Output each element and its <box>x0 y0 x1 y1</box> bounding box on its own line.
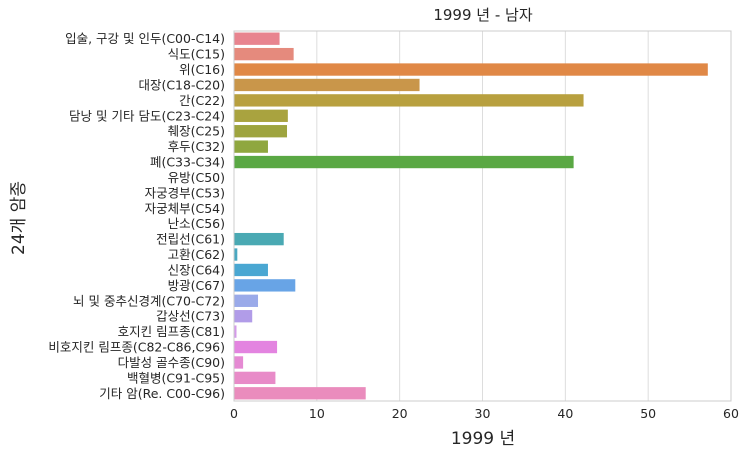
bar <box>234 356 243 368</box>
category-label: 식도(C15) <box>168 47 225 62</box>
x-tick-label: 30 <box>475 406 491 421</box>
y-axis-label: 24개 암종 <box>9 181 29 255</box>
x-tick-label: 10 <box>309 406 325 421</box>
category-label: 갑상선(C73) <box>156 309 225 324</box>
bar <box>234 372 275 384</box>
category-label: 난소(C56) <box>168 216 225 231</box>
category-label: 신장(C64) <box>168 262 225 277</box>
category-label: 입술, 구강 및 인두(C00-C14) <box>65 31 225 46</box>
x-tick-label: 20 <box>392 406 408 421</box>
bar <box>234 110 288 122</box>
category-label: 자궁체부(C54) <box>145 201 225 216</box>
category-label: 자궁경부(C53) <box>145 185 225 200</box>
bar <box>234 279 295 291</box>
category-label: 전립선(C61) <box>156 232 225 247</box>
bar <box>234 48 294 60</box>
bar <box>234 140 268 152</box>
category-label: 기타 암(Re. C00-C96) <box>99 386 225 401</box>
category-label: 호지킨 림프종(C81) <box>118 324 225 339</box>
x-tick-label: 60 <box>723 406 739 421</box>
category-label: 담낭 및 기타 담도(C23-C24) <box>69 108 225 123</box>
x-tick-label: 0 <box>230 406 238 421</box>
category-label: 후두(C32) <box>168 139 225 154</box>
bar <box>234 387 366 399</box>
bar <box>234 63 708 75</box>
category-label: 췌장(C25) <box>168 124 225 139</box>
category-label: 다발성 골수종(C90) <box>118 355 225 370</box>
bar <box>234 79 420 91</box>
category-label: 방광(C67) <box>168 278 225 293</box>
category-label: 뇌 및 중추신경계(C70-C72) <box>73 293 225 308</box>
bar <box>234 310 252 322</box>
x-axis-label: 1999 년 <box>451 429 515 449</box>
category-label: 대장(C18-C20) <box>138 77 225 92</box>
bar <box>234 341 277 353</box>
chart-title: 1999 년 - 남자 <box>433 6 532 24</box>
x-tick-labels: 0 10 20 30 40 50 60 <box>230 406 739 421</box>
category-label: 폐(C33-C34) <box>150 155 225 170</box>
bar <box>234 156 574 168</box>
x-tick-label: 50 <box>640 406 656 421</box>
category-label: 간(C22) <box>179 93 225 108</box>
category-label: 유방(C50) <box>168 170 225 185</box>
bar <box>234 233 284 245</box>
bar <box>234 33 280 45</box>
bars <box>234 33 708 400</box>
category-label: 고환(C62) <box>168 247 225 262</box>
bar <box>234 94 584 106</box>
x-tick-label: 40 <box>557 406 573 421</box>
bar <box>234 264 268 276</box>
category-label: 위(C16) <box>179 62 225 77</box>
bar <box>234 295 258 307</box>
bar <box>234 125 287 137</box>
category-labels: 입술, 구강 및 인두(C00-C14)식도(C15)위(C16)대장(C18-… <box>48 31 225 401</box>
category-label: 백혈병(C91-C95) <box>127 370 225 385</box>
category-label: 비호지킨 림프종(C82-C86,C96) <box>48 340 225 355</box>
